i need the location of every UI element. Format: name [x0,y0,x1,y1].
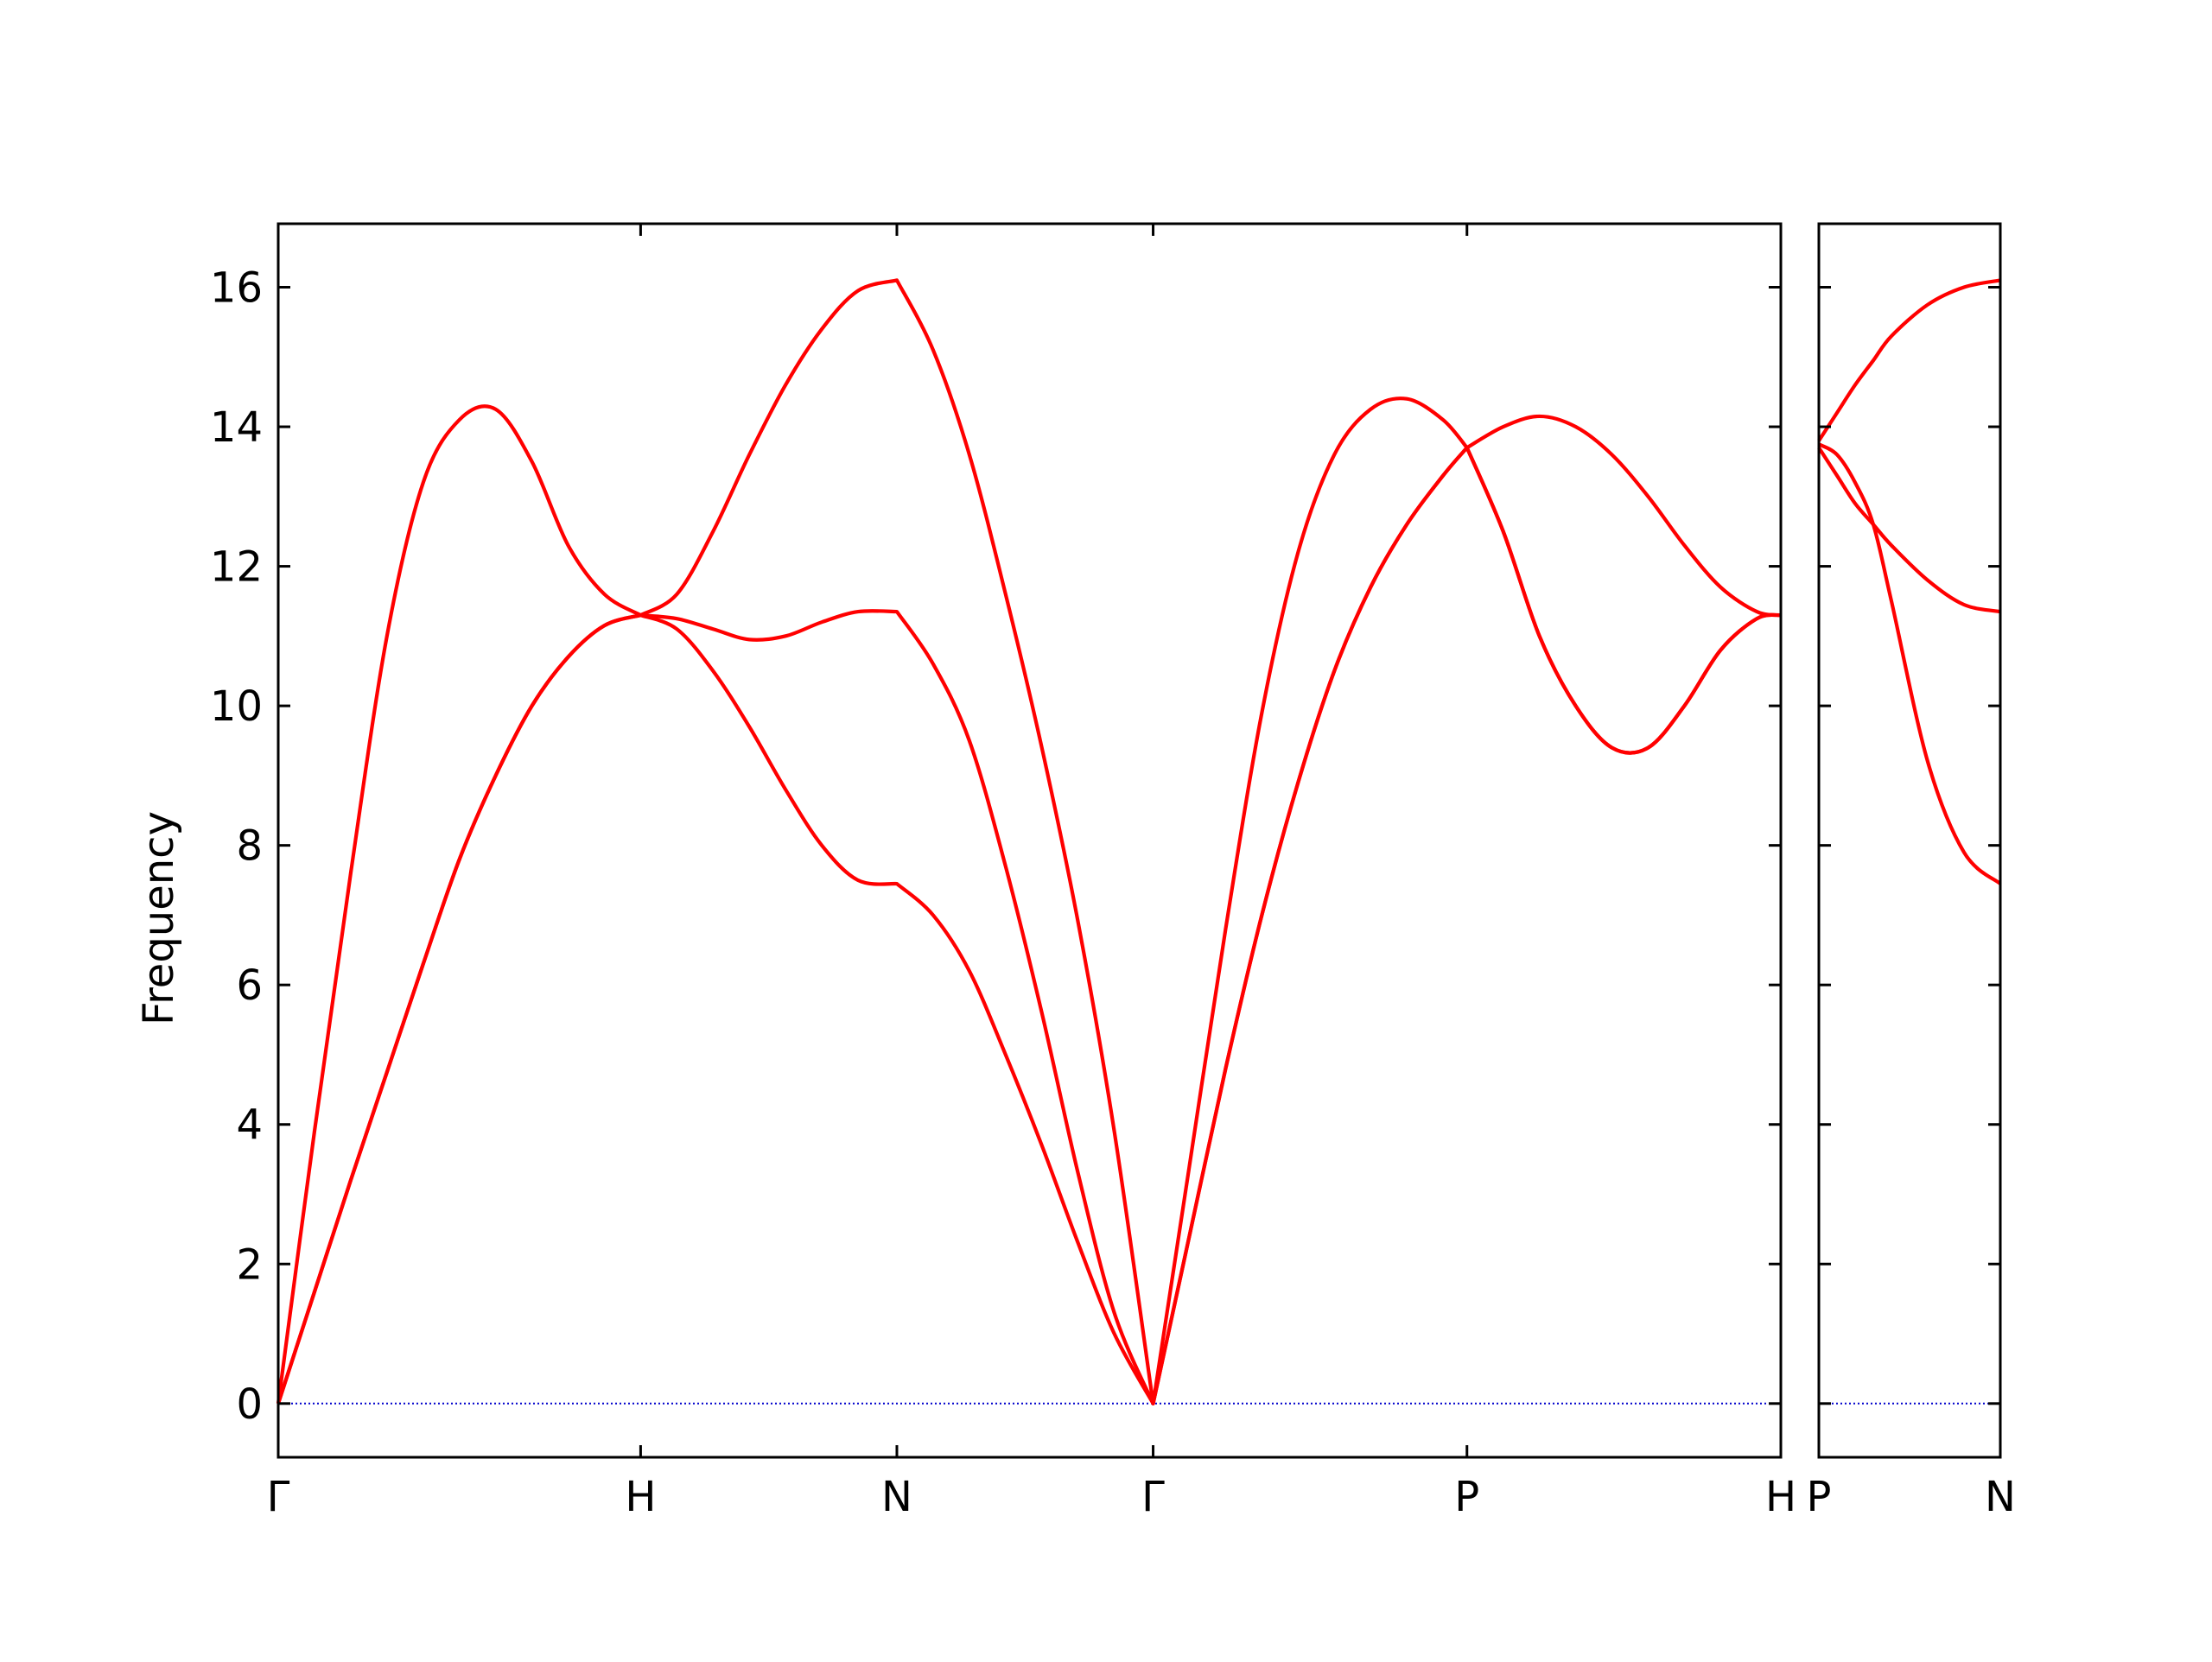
band-line [1817,278,2001,442]
y-tick-label: 4 [236,1101,263,1150]
band-line [276,446,1782,1405]
x-tick-label: H [625,1473,656,1521]
x-tick-label: P [1454,1473,1479,1521]
band-line [1817,442,2002,885]
y-tick-label: 8 [236,822,263,871]
band-line [1817,447,2001,614]
x-tick-label: N [881,1473,912,1521]
x-tick-label: Γ [267,1473,290,1521]
y-tick-label: 10 [210,682,263,731]
y-axis-label: Frequency [135,811,183,1025]
x-tick-label: P [1807,1473,1832,1521]
y-tick-label: 0 [236,1380,263,1429]
plot-frame [276,222,1783,1459]
y-tick-label: 16 [210,264,263,313]
y-tick-label: 2 [236,1240,263,1289]
plot-frame [1817,222,2002,1459]
x-tick-label: Γ [1141,1473,1165,1521]
y-tick-label: 14 [210,403,263,452]
x-tick-label: H [1765,1473,1796,1521]
y-tick-label: 12 [210,543,263,592]
y-tick-label: 6 [236,961,263,1010]
x-tick-label: N [1985,1473,2016,1521]
